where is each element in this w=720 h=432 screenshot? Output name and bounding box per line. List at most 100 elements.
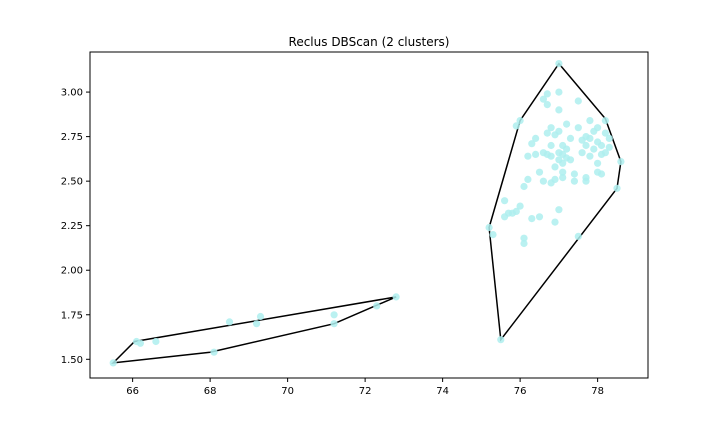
data-point bbox=[601, 117, 610, 125]
y-tick-label: 2.00 bbox=[61, 266, 83, 277]
data-point bbox=[563, 145, 571, 153]
chart-title: Reclus DBScan (2 clusters) bbox=[289, 35, 450, 49]
data-point bbox=[551, 175, 559, 183]
data-point bbox=[555, 206, 563, 214]
data-point bbox=[497, 336, 505, 344]
data-point bbox=[485, 223, 493, 232]
data-point bbox=[605, 134, 613, 142]
data-point bbox=[489, 231, 497, 239]
data-point bbox=[582, 141, 590, 150]
data-point bbox=[539, 177, 548, 185]
y-tick-label: 3.00 bbox=[61, 88, 83, 99]
data-point bbox=[512, 207, 520, 215]
data-point bbox=[586, 152, 594, 160]
data-point bbox=[547, 152, 555, 160]
data-point bbox=[555, 106, 563, 114]
x-axis: 66 68 70 72 74 76 78 bbox=[126, 378, 604, 397]
data-point bbox=[594, 159, 602, 167]
y-axis: 1.50 1.75 2.00 2.25 2.50 2.75 3.00 bbox=[61, 88, 90, 366]
data-point bbox=[516, 202, 524, 210]
data-point bbox=[532, 134, 540, 142]
data-point bbox=[109, 359, 117, 367]
data-point bbox=[547, 124, 555, 132]
data-point bbox=[617, 158, 625, 166]
data-point bbox=[136, 339, 144, 347]
data-point bbox=[225, 318, 234, 326]
data-point bbox=[570, 170, 579, 178]
data-point bbox=[256, 312, 265, 321]
data-point bbox=[555, 127, 563, 135]
data-point bbox=[586, 134, 594, 142]
data-point bbox=[532, 150, 540, 158]
data-point bbox=[597, 141, 606, 150]
data-point bbox=[516, 117, 524, 125]
data-point bbox=[535, 213, 544, 221]
data-point bbox=[528, 140, 536, 148]
data-point bbox=[594, 124, 602, 132]
data-point bbox=[590, 145, 598, 153]
cluster-hull-2 bbox=[488, 62, 622, 342]
data-point bbox=[547, 141, 555, 150]
data-point bbox=[253, 320, 261, 328]
data-point bbox=[520, 182, 528, 191]
cluster-hull-1 bbox=[111, 296, 397, 364]
data-point bbox=[330, 311, 338, 319]
x-tick-label: 68 bbox=[204, 386, 217, 397]
y-tick-label: 1.75 bbox=[61, 310, 83, 321]
data-point bbox=[574, 124, 582, 132]
data-point bbox=[210, 348, 218, 356]
x-tick-label: 78 bbox=[591, 386, 604, 397]
data-point bbox=[512, 122, 520, 130]
y-tick-label: 2.50 bbox=[61, 177, 83, 188]
data-point bbox=[520, 239, 528, 248]
data-point bbox=[586, 117, 594, 125]
data-point bbox=[524, 152, 532, 160]
data-point bbox=[570, 177, 579, 185]
data-point bbox=[574, 97, 582, 105]
data-point bbox=[555, 60, 563, 68]
x-tick-label: 70 bbox=[281, 386, 294, 397]
cluster-hulls bbox=[111, 62, 622, 364]
x-tick-label: 74 bbox=[436, 386, 449, 397]
data-point bbox=[559, 159, 567, 167]
y-tick-label: 1.50 bbox=[61, 355, 83, 366]
data-point bbox=[566, 134, 575, 142]
plot-frame bbox=[89, 51, 649, 379]
data-point bbox=[559, 174, 567, 182]
data-point bbox=[373, 302, 381, 310]
x-tick-label: 72 bbox=[359, 386, 372, 397]
y-tick-label: 2.75 bbox=[61, 132, 83, 143]
data-point bbox=[555, 88, 563, 96]
data-point bbox=[392, 293, 400, 301]
data-point bbox=[578, 149, 586, 157]
data-point bbox=[605, 143, 613, 151]
data-point bbox=[597, 170, 606, 178]
data-point bbox=[152, 337, 160, 346]
data-point bbox=[501, 197, 509, 205]
data-points bbox=[109, 60, 625, 367]
data-point bbox=[535, 168, 544, 176]
data-point bbox=[543, 101, 551, 109]
data-point bbox=[613, 184, 621, 192]
x-tick-label: 66 bbox=[126, 386, 139, 397]
data-point bbox=[539, 95, 548, 103]
x-tick-label: 76 bbox=[514, 386, 527, 397]
data-point bbox=[559, 168, 567, 176]
data-point bbox=[601, 129, 610, 137]
data-point bbox=[551, 163, 559, 171]
data-point bbox=[543, 90, 551, 98]
data-point bbox=[574, 232, 582, 240]
data-point bbox=[566, 156, 575, 164]
data-point bbox=[528, 215, 536, 223]
data-point bbox=[551, 218, 559, 226]
data-point bbox=[330, 320, 338, 328]
data-point bbox=[582, 177, 590, 185]
y-tick-label: 2.25 bbox=[61, 221, 83, 232]
data-point bbox=[563, 120, 571, 128]
data-point bbox=[520, 234, 528, 242]
data-point bbox=[543, 129, 551, 137]
data-point bbox=[601, 149, 610, 157]
data-point bbox=[524, 175, 532, 183]
